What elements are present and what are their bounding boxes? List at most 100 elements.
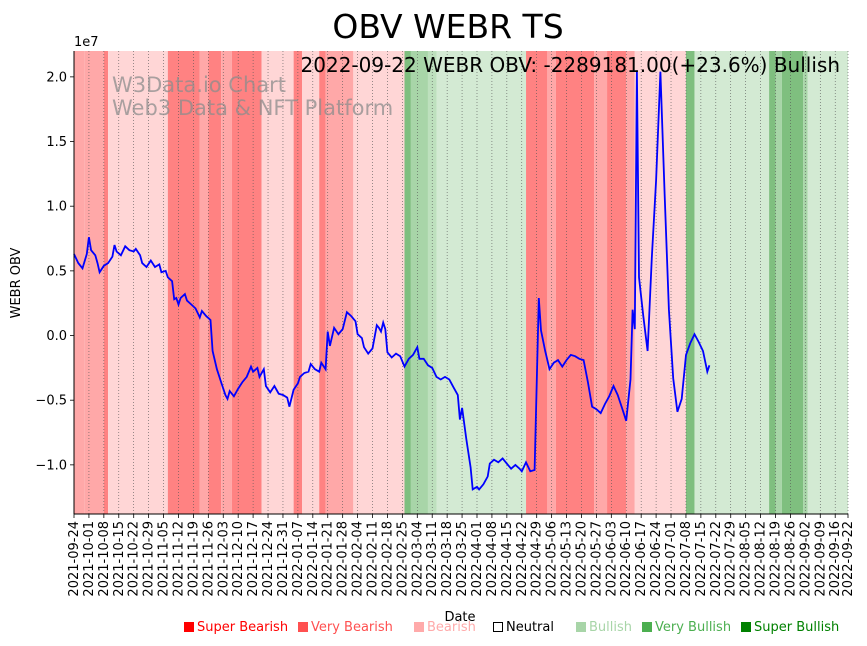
sentiment-band-26 [685,51,695,514]
y-tick-label-2: 0.0 [46,329,67,344]
legend-label: Super Bullish [754,620,840,635]
y-tick-label-3: 0.5 [46,264,67,279]
x-tick-label-20: 2022-02-11 [366,521,381,597]
y-tick-label-6: 2.0 [46,70,67,85]
x-tick-label-35: 2022-05-27 [589,521,604,597]
axes [73,51,848,515]
x-tick-label-45: 2022-08-05 [739,521,754,597]
sentiment-band-5 [199,51,209,514]
sentiment-band-27 [694,51,770,514]
x-tick-label-28: 2022-04-08 [485,521,500,597]
x-tick-label-21: 2022-02-18 [380,521,395,597]
x-tick-label-43: 2022-07-22 [709,521,724,597]
x-tick-label-19: 2022-02-04 [351,521,366,597]
sentiment-band-16 [410,51,428,514]
sentiment-band-30 [781,51,804,514]
sentiment-band-23 [607,51,627,514]
x-tick-label-2: 2021-10-08 [97,521,112,597]
x-tick-label-5: 2021-10-29 [142,521,157,597]
sentiment-band-15 [404,51,411,514]
legend-swatch-icon [493,622,503,632]
x-tick-label-41: 2022-07-08 [679,521,694,597]
x-tick-label-3: 2021-10-15 [112,521,127,597]
legend-swatch-icon [298,622,308,632]
x-tick-label-36: 2022-06-03 [604,521,619,597]
y-scale-note: 1e7 [74,35,99,50]
sentiment-band-21 [555,51,595,514]
legend-swatch-icon [576,622,586,632]
x-tick-label-40: 2022-07-01 [664,521,679,597]
x-tick-label-13: 2021-12-24 [261,521,276,597]
x-axis-label: Date [444,610,475,625]
sentiment-band-7 [221,51,232,514]
sentiment-band-6 [208,51,222,514]
watermark-line-1: W3Data.io Chart [112,73,286,97]
sentiment-band-24 [626,51,635,514]
sentiment-bands [74,51,848,514]
x-tick-label-37: 2022-06-10 [619,521,634,597]
sentiment-band-13 [325,51,354,514]
legend-item-super-bullish: Super Bullish [741,620,839,635]
legend-swatch-icon [642,622,652,632]
sentiment-band-14 [353,51,405,514]
y-axis-label: WEBR OBV [9,247,24,318]
x-tick-label-12: 2021-12-17 [246,521,261,597]
x-tick-label-46: 2022-08-12 [754,521,769,597]
x-tick-label-42: 2022-07-15 [694,521,709,597]
y-tick-label-0: −1.0 [35,458,67,473]
sentiment-band-8 [231,51,262,514]
x-tick-label-4: 2021-10-22 [127,521,142,597]
legend-swatch-icon [184,622,194,632]
x-tick-label-22: 2022-02-25 [395,521,410,597]
x-tick-label-47: 2022-08-19 [769,521,784,597]
x-tick-label-44: 2022-07-29 [724,521,739,597]
sentiment-band-11 [302,51,320,514]
x-tick-label-48: 2022-08-26 [783,521,798,597]
sentiment-band-29 [775,51,782,514]
legend-label: Very Bearish [311,620,393,635]
x-tick-label-38: 2022-06-17 [634,521,649,597]
x-tick-label-51: 2022-09-16 [828,521,843,597]
x-tick-label-9: 2021-11-26 [201,521,216,597]
sentiment-band-3 [108,51,168,514]
legend-item-bullish: Bullish [576,620,632,635]
x-tick-label-24: 2022-03-11 [425,521,440,597]
x-tick-label-31: 2022-04-29 [530,521,545,597]
x-tick-label-25: 2022-03-18 [440,521,455,597]
x-tick-label-10: 2021-12-03 [216,521,231,597]
x-tick-label-1: 2021-10-01 [82,521,97,597]
x-tick-label-34: 2022-05-20 [574,521,589,597]
x-tick-label-33: 2022-05-13 [560,521,575,597]
legend-label: Neutral [506,620,554,635]
x-tick-label-18: 2022-01-28 [336,521,351,597]
obv-series-line [73,70,711,491]
x-tick-label-11: 2021-12-10 [231,521,246,597]
y-tick-label-5: 1.5 [46,135,67,150]
sentiment-band-0 [74,51,85,514]
legend-swatch-icon [741,622,751,632]
legend-item-super-bearish: Super Bearish [184,620,288,635]
x-ticks: 2021-09-24 2021-10-01 2021-10-08 2021-10-15… [67,514,856,597]
x-tick-label-29: 2022-04-15 [500,521,515,597]
x-tick-label-52: 2022-09-22 [841,521,856,597]
x-tick-label-39: 2022-06-24 [649,521,664,597]
y-ticks: −1.0 −0.5 0.0 0.5 1.0 1.5 2.0 [35,70,74,473]
x-tick-label-16: 2022-01-14 [306,521,321,597]
watermark-line-2: Web3 Data & NFT Platform [112,96,393,120]
legend-label: Bearish [427,620,476,635]
sentiment-band-32 [807,51,848,514]
x-tick-label-15: 2022-01-07 [291,521,306,597]
sentiment-band-1 [84,51,104,514]
legend-label: Very Bullish [655,620,732,635]
legend-label: Super Bearish [197,620,289,635]
x-tick-label-32: 2022-05-06 [545,521,560,597]
legend-item-bearish: Bearish [414,620,476,635]
legend-label: Bullish [589,620,633,635]
latest-value-annotation: 2022-09-22 WEBR OBV: -2289181.00(+23.6%)… [301,53,840,77]
x-tick-label-14: 2021-12-31 [276,521,291,597]
sentiment-band-25 [634,51,686,514]
x-tick-label-17: 2022-01-21 [321,521,336,597]
x-tick-label-26: 2022-03-25 [455,521,470,597]
legend-swatch-icon [414,622,424,632]
